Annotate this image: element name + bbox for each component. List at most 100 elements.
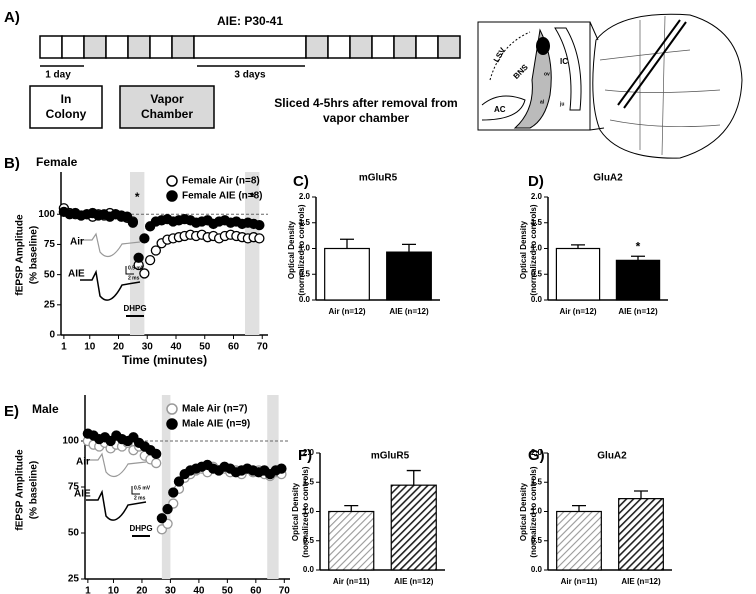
bar [386, 251, 432, 301]
y-tick-label: 100 [62, 436, 79, 447]
label: In [61, 92, 72, 106]
y-tick-label: 25 [68, 574, 80, 585]
x-tick-label: 70 [257, 342, 269, 353]
legend-label: Female AIE (n=8) [182, 191, 263, 202]
timeline-cell [171, 35, 195, 59]
y-tick-label: 2.0 [531, 448, 543, 457]
scale-bar [125, 266, 134, 275]
x-tick-label: 40 [193, 586, 205, 594]
chart-title: mGluR5 [359, 173, 398, 184]
data-point [168, 487, 179, 498]
y-tick-label: 1.5 [531, 218, 543, 227]
shaded-region [245, 172, 260, 335]
y-axis-label: fEPSP Amplitude [15, 449, 26, 531]
note: Sliced 4-5hrs after removal from [274, 96, 457, 110]
panel-label: E) [4, 403, 19, 420]
y-tick-label: 1.0 [531, 244, 543, 253]
trace [86, 452, 147, 478]
box [119, 85, 215, 129]
data-point [151, 457, 162, 469]
chart: F) mGluR5 Optical Density (normalized to co… [291, 447, 445, 586]
brain-label: IC [560, 57, 568, 66]
timeline-cell [327, 35, 351, 59]
brain-label: AC [494, 105, 506, 114]
chart-title: mGluR5 [371, 451, 410, 462]
stimulus-label: DHPG [123, 304, 146, 313]
y-axis-label: (normalized to controls) [301, 466, 310, 557]
x-tick-label: AIE (n=12) [394, 577, 434, 586]
timeline-cell [371, 35, 395, 59]
chart: D) GluA2 Optical Density (normalized to con… [519, 173, 668, 316]
brain-label: al [540, 99, 545, 105]
error-bar [571, 244, 585, 249]
x-axis-label: Time (minutes) [122, 353, 207, 367]
y-tick-label: 0.0 [531, 565, 543, 574]
x-tick-label: Air (n=11) [561, 577, 598, 586]
x-tick-label: 60 [228, 342, 240, 353]
x-tick-label: 1 [85, 586, 91, 594]
label: Chamber [141, 107, 193, 121]
note: vapor chamber [323, 111, 409, 125]
y-axis-label: Optical Density [519, 220, 528, 279]
legend-marker [166, 175, 178, 187]
timeline-cell [437, 35, 461, 59]
data-point [150, 245, 162, 256]
x-tick-label: 60 [250, 586, 262, 594]
x-tick-label: 30 [142, 342, 154, 353]
y-axis-label: (normalized to controls) [529, 204, 538, 295]
label: Vapor [150, 92, 184, 106]
error-bar [344, 505, 359, 512]
x-tick-label: 10 [84, 342, 96, 353]
shaded-region [267, 395, 279, 579]
y-axis-label: (normalized to controls) [297, 204, 306, 295]
shaded-region [161, 395, 171, 579]
scale-label: 2 ms [128, 275, 140, 281]
x-tick-label: 30 [165, 586, 177, 594]
label: Colony [46, 107, 87, 121]
chart-title: Female [36, 155, 78, 169]
y-tick-label: 75 [44, 239, 56, 250]
panel-label: A) [4, 9, 20, 26]
y-tick-label: 0.0 [299, 295, 311, 304]
stimulus-label: DHPG [129, 524, 152, 533]
y-tick-label: 1.0 [531, 507, 543, 516]
error-bar [572, 505, 586, 512]
chart: C) mGluR5 Optical Density (normalized to co… [287, 173, 440, 316]
brain-outline [592, 13, 743, 159]
brain-label: ov [544, 71, 550, 77]
legend-label: Female Air (n=8) [182, 176, 260, 187]
y-tick-label: 2.0 [531, 192, 543, 201]
bar [618, 498, 664, 571]
data-point [151, 448, 162, 460]
panel-label: F) [298, 447, 312, 464]
timeline-cell [393, 35, 417, 59]
panel-label: C) [293, 173, 309, 190]
label: 3 days [234, 70, 266, 81]
x-tick-label: 20 [136, 586, 148, 594]
y-tick-label: 2.0 [303, 448, 315, 457]
data-point [121, 211, 133, 222]
trace-label: AIE [74, 489, 91, 500]
y-tick-label: 1.0 [303, 507, 315, 516]
label: 1 day [45, 70, 71, 81]
error-bar [631, 255, 645, 261]
panel-a: A) AIE: P30-41 1 day 3 days In Colony Va… [4, 9, 743, 159]
y-axis-label: Optical Density [519, 482, 528, 541]
y-tick-label: 0.5 [531, 269, 543, 278]
significance: * [135, 190, 140, 204]
x-tick-label: Air (n=12) [559, 307, 596, 316]
y-tick-label: 25 [44, 299, 56, 310]
legend-label: Male Air (n=7) [182, 404, 247, 415]
y-tick-label: 0.5 [303, 536, 315, 545]
scale-label: 0.5 mV [128, 265, 145, 271]
ac [481, 95, 526, 121]
bar [556, 510, 602, 571]
y-axis-label: Optical Density [287, 220, 296, 279]
y-axis-label: Optical Density [291, 482, 300, 541]
panel-label: G) [528, 447, 545, 464]
x-tick-label: Air (n=12) [328, 307, 365, 316]
timeline-cell [305, 35, 329, 59]
x-tick-label: AIE (n=12) [389, 307, 429, 316]
x-tick-label: AIE (n=12) [621, 577, 661, 586]
